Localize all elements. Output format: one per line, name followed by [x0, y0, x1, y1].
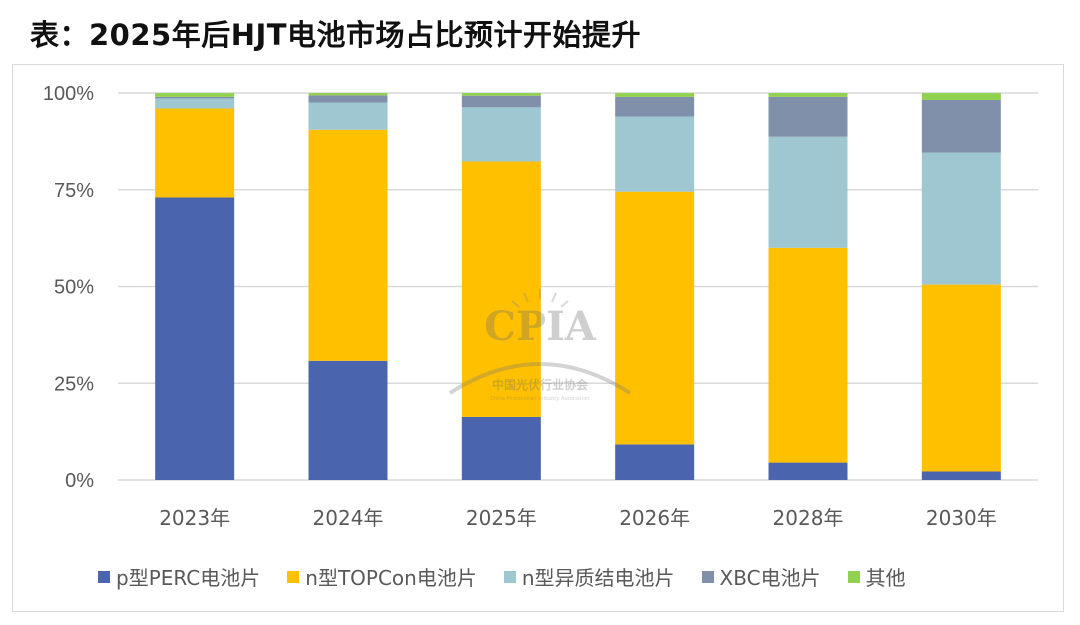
bar-segment — [615, 96, 695, 117]
legend-swatch — [503, 570, 516, 583]
legend-label: XBC电池片 — [719, 566, 821, 590]
bar-segment — [308, 93, 388, 96]
bar-segment — [155, 96, 235, 99]
y-tick-label: 75% — [54, 180, 94, 202]
bar-segment — [308, 129, 388, 361]
y-tick-label: 0% — [65, 470, 94, 492]
legend-item-other: 其他 — [847, 562, 906, 591]
watermark-logo-text: CPIA — [484, 303, 597, 350]
legend-item-n-hjt: n型异质结电池片 — [503, 562, 675, 591]
bar-segment — [768, 93, 848, 97]
legend-label: p型PERC电池片 — [116, 566, 261, 590]
legend-swatch — [287, 570, 300, 583]
y-tick-label: 50% — [54, 277, 94, 299]
x-tick-label: 2026年 — [619, 506, 690, 530]
bar-segment — [768, 136, 848, 248]
bar-segment — [615, 93, 695, 97]
legend-label: n型TOPCon电池片 — [305, 566, 477, 590]
bar-segment — [921, 471, 1001, 480]
chart-title: 表：2025年后HJT电池市场占比预计开始提升 — [30, 18, 642, 52]
bar-segment — [308, 95, 388, 103]
cpia-watermark: CPIA 中国光伏行业协会 China Photovoltaic Industr… — [448, 289, 632, 402]
bar-segment — [768, 462, 848, 480]
chart-frame — [12, 64, 1064, 612]
legend-item-xbc: XBC电池片 — [701, 562, 821, 591]
legend-swatch — [847, 570, 860, 583]
bar-segment — [155, 197, 235, 481]
x-tick-label: 2030年 — [926, 506, 997, 530]
bar-segment — [615, 116, 695, 192]
bar-segment — [921, 152, 1001, 285]
watermark-arc — [448, 362, 632, 395]
bar-segment — [768, 96, 848, 137]
watermark-sun-icon — [511, 289, 569, 308]
y-tick-label: 100% — [43, 83, 94, 105]
legend-swatch — [701, 570, 714, 583]
bar-segment — [921, 93, 1001, 100]
bar-segment — [461, 107, 541, 162]
legend-item-n-topcon: n型TOPCon电池片 — [287, 562, 477, 591]
bar-segment — [155, 98, 235, 109]
x-tick-label: 2025年 — [466, 506, 537, 530]
bar-segment — [921, 284, 1001, 472]
bar-segment — [615, 191, 695, 445]
bar-segment — [461, 416, 541, 480]
bar-segment — [155, 93, 235, 97]
bar-segment — [461, 161, 541, 417]
bar-segment — [461, 95, 541, 108]
x-tick-label: 2024年 — [313, 506, 384, 530]
bar-segment — [308, 102, 388, 130]
watermark-org-cn: 中国光伏行业协会 — [492, 377, 589, 392]
bar-segment — [768, 247, 848, 463]
x-tick-label: 2028年 — [773, 506, 844, 530]
bar-segment — [155, 108, 235, 198]
legend-item-p-perc: p型PERC电池片 — [98, 562, 260, 591]
bar-segment — [921, 99, 1001, 153]
watermark-org-en: China Photovoltaic Industry Association — [491, 396, 590, 402]
bar-segment — [461, 93, 541, 96]
bar-segment — [615, 444, 695, 480]
legend-swatch — [98, 570, 110, 583]
legend-label: 其他 — [865, 566, 906, 590]
x-tick-label: 2023年 — [159, 506, 230, 530]
y-tick-label: 25% — [54, 373, 94, 395]
legend-label: n型异质结电池片 — [521, 566, 675, 590]
bar-segment — [308, 360, 388, 480]
chart-legend: p型PERC电池片 n型TOPCon电池片 n型异质结电池片 XBC电池片 其他 — [98, 562, 933, 591]
